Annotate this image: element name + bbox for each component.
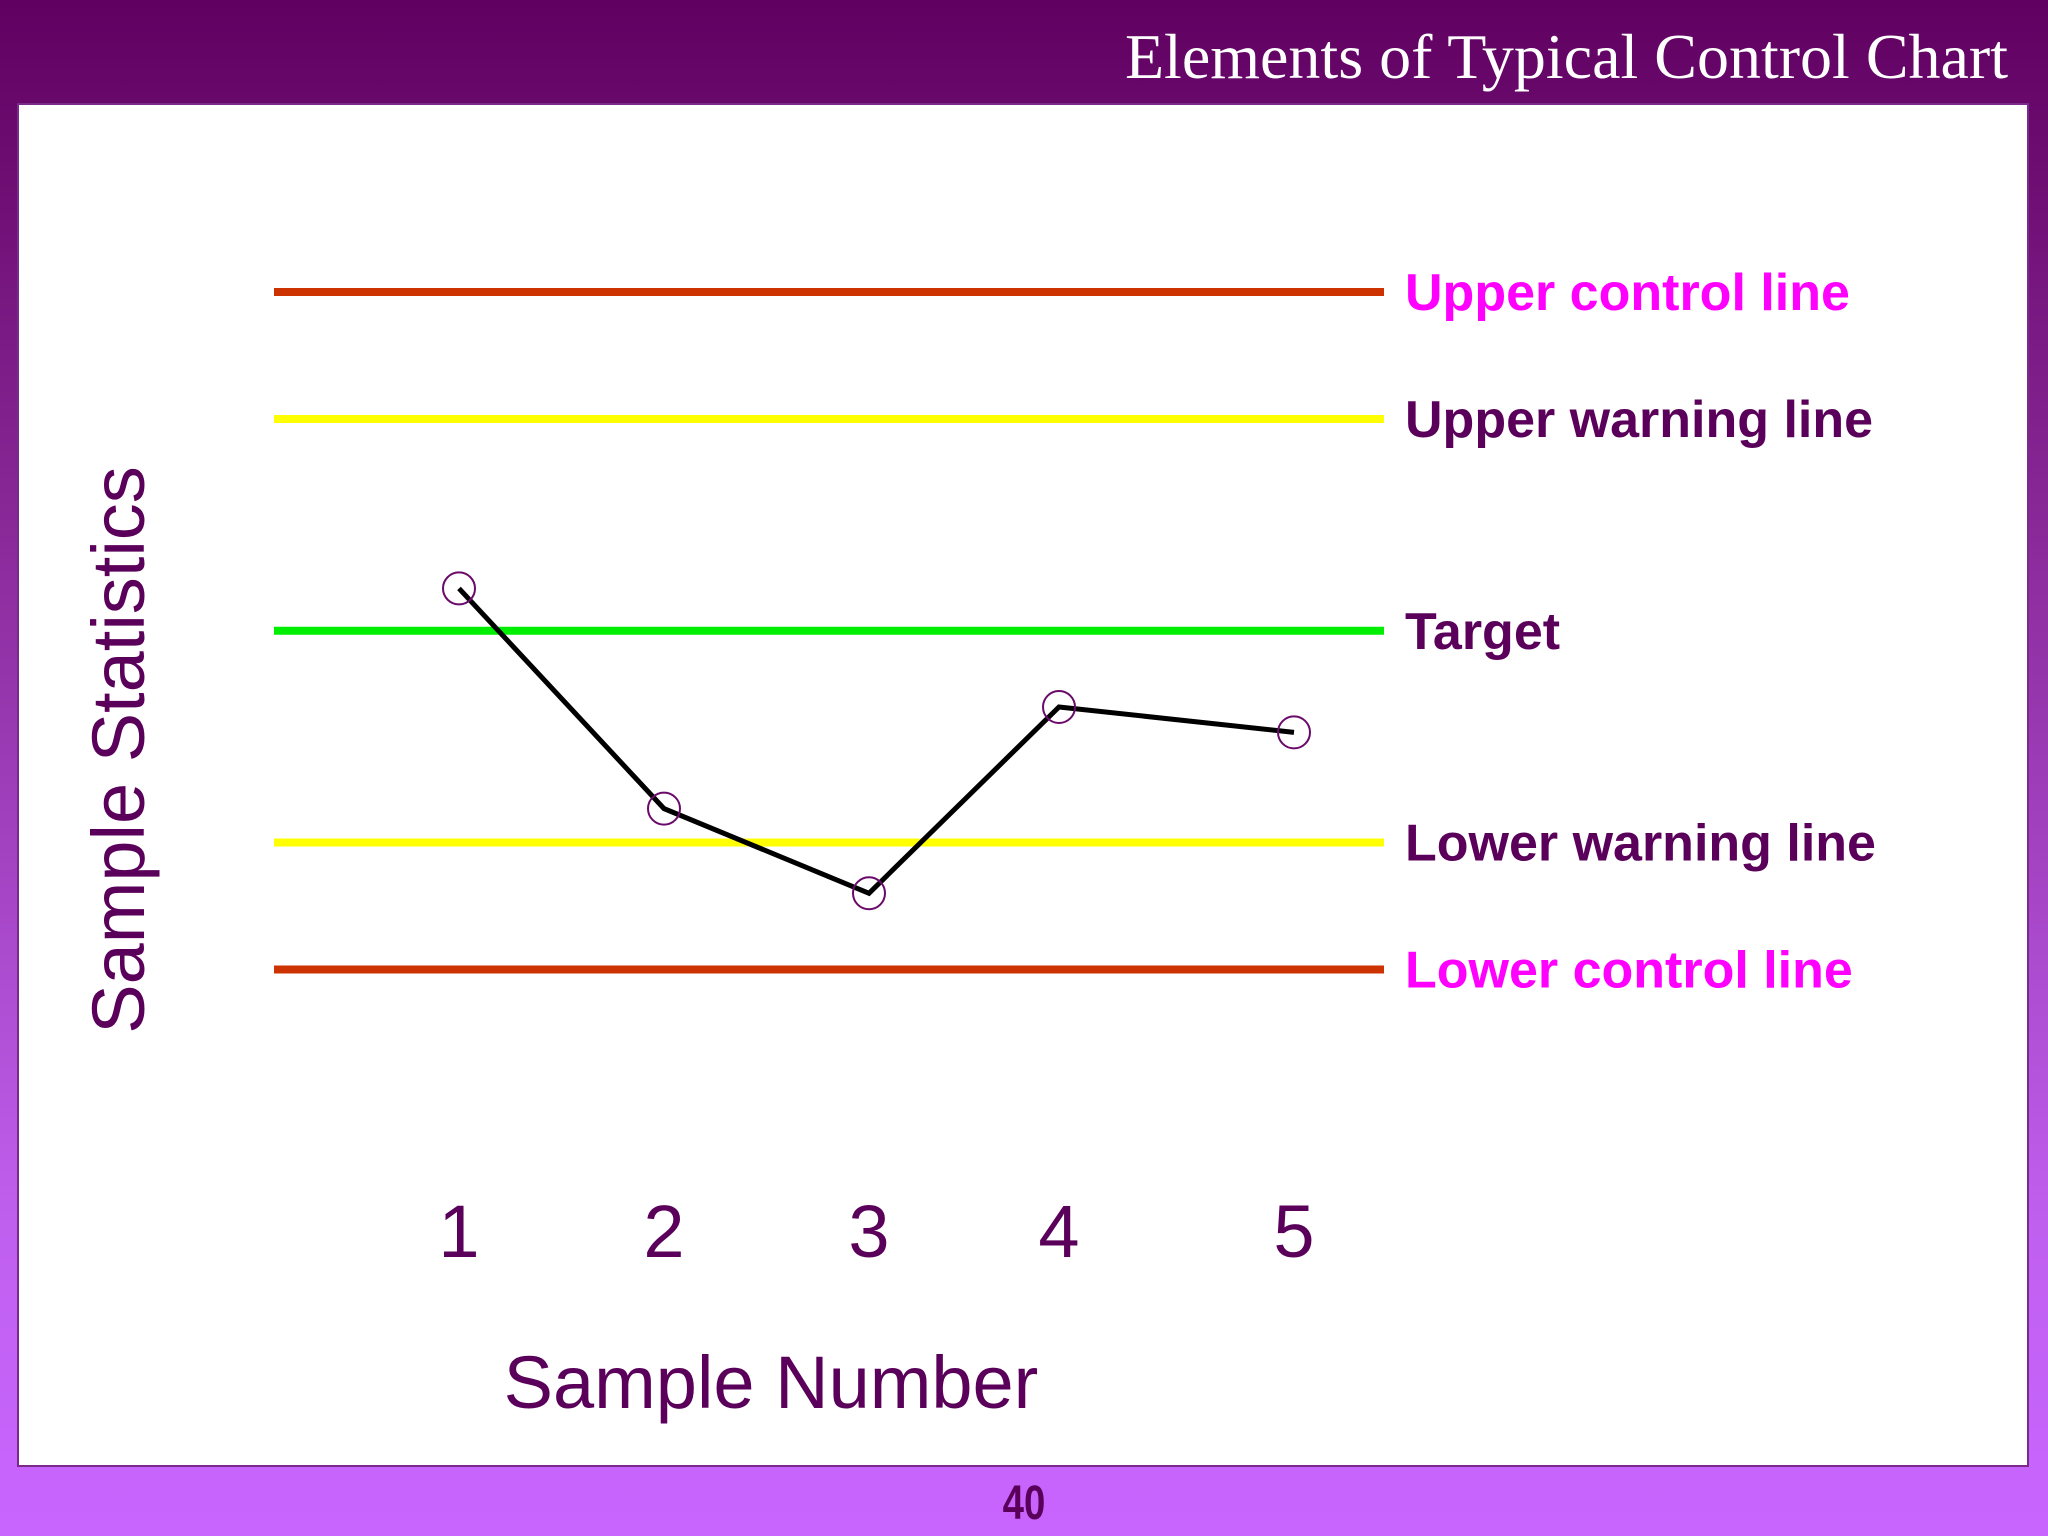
data-markers bbox=[442, 571, 1311, 911]
chart-panel: Upper control line Upper warning line Targ… bbox=[17, 103, 2029, 1467]
x-tick-label-5: 5 bbox=[1273, 1190, 1314, 1273]
x-tick-label-2: 2 bbox=[643, 1190, 684, 1273]
data-point-2 bbox=[647, 791, 681, 826]
series-line bbox=[457, 586, 1295, 897]
data-point-3 bbox=[852, 876, 886, 911]
x-tick-label-1: 1 bbox=[438, 1190, 479, 1273]
data-point-1 bbox=[442, 571, 476, 606]
ref-label-upper-warning-line: Upper warning line bbox=[1405, 391, 1873, 449]
reference-lines bbox=[274, 288, 1384, 974]
slide-title: Elements of Typical Control Chart bbox=[1124, 21, 2008, 92]
x-tick-label-3: 3 bbox=[848, 1190, 889, 1273]
ref-label-upper-control-line: Upper control line bbox=[1405, 264, 1850, 322]
data-point-5 bbox=[1277, 715, 1311, 750]
reference-labels: Upper control line Upper warning line Targ… bbox=[1405, 264, 1876, 999]
y-axis-label: Sample Statistics bbox=[77, 466, 160, 1034]
ref-label-target: Target bbox=[1405, 603, 1560, 661]
x-tick-label-4: 4 bbox=[1038, 1190, 1079, 1273]
x-axis-label: Sample Number bbox=[504, 1341, 1039, 1424]
data-point-4 bbox=[1042, 689, 1076, 724]
ref-label-lower-warning-line: Lower warning line bbox=[1405, 814, 1876, 872]
ref-label-lower-control-line: Lower control line bbox=[1405, 942, 1853, 1000]
page-number: 40 bbox=[1002, 1477, 1046, 1530]
x-tick-labels: 1 2 3 4 5 bbox=[438, 1190, 1314, 1273]
control-chart: Upper control line Upper warning line Targ… bbox=[77, 264, 1876, 1424]
